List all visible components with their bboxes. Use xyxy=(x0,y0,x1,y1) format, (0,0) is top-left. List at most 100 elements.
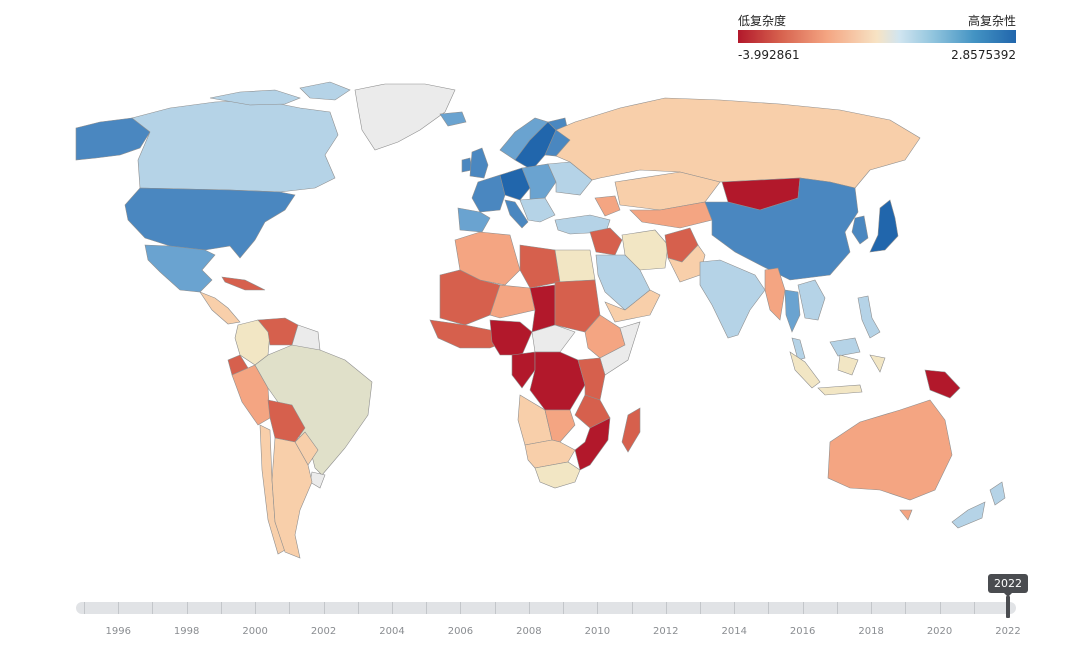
country-central-america[interactable] xyxy=(199,291,241,325)
country-united-states[interactable] xyxy=(124,187,296,259)
timeline-year-label: 2008 xyxy=(516,626,542,637)
country-central-african-republic[interactable] xyxy=(531,324,576,353)
timeline-year-label: 2022 xyxy=(995,626,1021,637)
timeline-tick xyxy=(460,602,462,614)
timeline-tick xyxy=(905,602,907,614)
country-niger[interactable] xyxy=(489,284,536,319)
timeline-year-label: 2004 xyxy=(379,626,405,637)
country-south-africa[interactable] xyxy=(534,461,581,489)
country-philippines[interactable] xyxy=(857,295,881,339)
canada-islands[interactable] xyxy=(209,81,351,106)
world-map xyxy=(75,81,1006,559)
timeline-tick xyxy=(220,602,222,614)
country-argentina[interactable] xyxy=(271,437,313,559)
current-year-label: 2022 xyxy=(988,574,1028,597)
country-caucasus[interactable] xyxy=(594,195,621,217)
timeline-tick xyxy=(392,602,393,614)
country-namibia-botswana[interactable] xyxy=(524,439,576,469)
country-united-kingdom[interactable] xyxy=(469,147,489,179)
country-new-zealand[interactable] xyxy=(951,481,1006,529)
timeline-tick xyxy=(494,602,496,614)
country-thailand[interactable] xyxy=(784,289,801,333)
country-alaska[interactable] xyxy=(75,117,163,161)
country-mexico[interactable] xyxy=(144,244,216,293)
country-india[interactable] xyxy=(699,259,766,339)
timeline-tick xyxy=(597,602,599,614)
country-uruguay[interactable] xyxy=(309,471,326,489)
year-timeline[interactable]: 2022 1996 1998 2000 2002 2004 2006 2008 2010 201… xyxy=(76,574,1028,654)
timeline-year-label: 2012 xyxy=(653,626,679,637)
timeline-year-label: 2014 xyxy=(721,626,747,637)
country-japan[interactable] xyxy=(869,199,899,253)
country-australia[interactable] xyxy=(827,399,953,501)
country-egypt[interactable] xyxy=(554,249,596,283)
country-myanmar[interactable] xyxy=(764,267,786,321)
timeline-year-label: 1998 xyxy=(173,626,200,637)
country-indonesia[interactable] xyxy=(789,351,886,396)
country-iceland[interactable] xyxy=(439,111,467,127)
timeline-tick xyxy=(118,602,120,614)
timeline-year-label: 1996 xyxy=(105,626,131,637)
timeline-tick xyxy=(631,602,633,614)
country-malaysia[interactable] xyxy=(791,337,861,361)
timeline-tick xyxy=(255,602,257,614)
country-germany[interactable] xyxy=(499,167,531,201)
timeline-tick xyxy=(528,602,530,614)
timeline-tick xyxy=(426,602,428,614)
country-papua-new-guinea[interactable] xyxy=(924,369,961,399)
country-congo[interactable] xyxy=(511,351,536,389)
timeline-tick xyxy=(939,602,941,614)
country-korea[interactable] xyxy=(851,215,869,245)
timeline-tick xyxy=(836,602,838,614)
legend-low-label: 低复杂度 xyxy=(738,14,787,28)
country-western-europe[interactable] xyxy=(471,174,506,213)
timeline-year-label: 2010 xyxy=(584,626,611,637)
country-yemen-oman[interactable] xyxy=(604,289,661,323)
legend-color-bar xyxy=(738,30,1016,43)
timeline-track[interactable] xyxy=(76,602,1016,614)
country-zambia[interactable] xyxy=(544,409,576,443)
country-canada[interactable] xyxy=(131,99,339,193)
timeline-tick xyxy=(563,602,565,614)
timeline-tick xyxy=(973,602,975,614)
timeline-tick xyxy=(802,602,804,614)
country-nigeria[interactable] xyxy=(489,319,533,356)
timeline-tick xyxy=(323,602,325,614)
timeline-handle[interactable] xyxy=(1006,596,1010,618)
timeline-year-label: 2000 xyxy=(242,626,268,637)
timeline-year-label: 2020 xyxy=(926,626,953,637)
country-libya[interactable] xyxy=(519,244,561,289)
timeline-year-label: 2018 xyxy=(858,626,884,637)
timeline-tick xyxy=(289,602,291,614)
timeline-year-label: 2002 xyxy=(310,626,337,637)
country-russia[interactable] xyxy=(555,97,921,189)
country-italy[interactable] xyxy=(504,199,529,229)
timeline-tick xyxy=(186,602,188,614)
timeline-tick xyxy=(871,602,873,614)
country-cuba[interactable] xyxy=(221,276,266,291)
color-legend: 低复杂度 高复杂性 -3.992861 2.8575392 xyxy=(738,12,1016,62)
timeline-tick xyxy=(152,602,154,614)
legend-high-label: 高复杂性 xyxy=(967,14,1016,28)
timeline-tick xyxy=(700,602,701,614)
country-indochina[interactable] xyxy=(797,279,826,321)
timeline-year-label: 2006 xyxy=(447,626,474,637)
country-madagascar[interactable] xyxy=(621,407,641,453)
timeline-tick xyxy=(84,602,85,614)
timeline-year-label: 2016 xyxy=(789,626,816,637)
country-iberia[interactable] xyxy=(457,207,491,233)
country-tasmania[interactable] xyxy=(899,509,913,521)
country-china[interactable] xyxy=(704,177,859,281)
timeline-tick xyxy=(768,602,770,614)
country-pakistan[interactable] xyxy=(667,244,706,283)
timeline-tick xyxy=(357,602,359,614)
timeline-tick xyxy=(665,602,667,614)
timeline-tick xyxy=(734,602,736,614)
country-balkans[interactable] xyxy=(519,197,556,223)
country-middle-east[interactable] xyxy=(589,227,623,256)
country-dr-congo[interactable] xyxy=(529,351,586,411)
country-greenland[interactable] xyxy=(354,83,456,151)
country-mozambique[interactable] xyxy=(574,417,611,471)
legend-min-value: -3.992861 xyxy=(738,48,800,62)
legend-max-value: 2.8575392 xyxy=(951,48,1016,62)
